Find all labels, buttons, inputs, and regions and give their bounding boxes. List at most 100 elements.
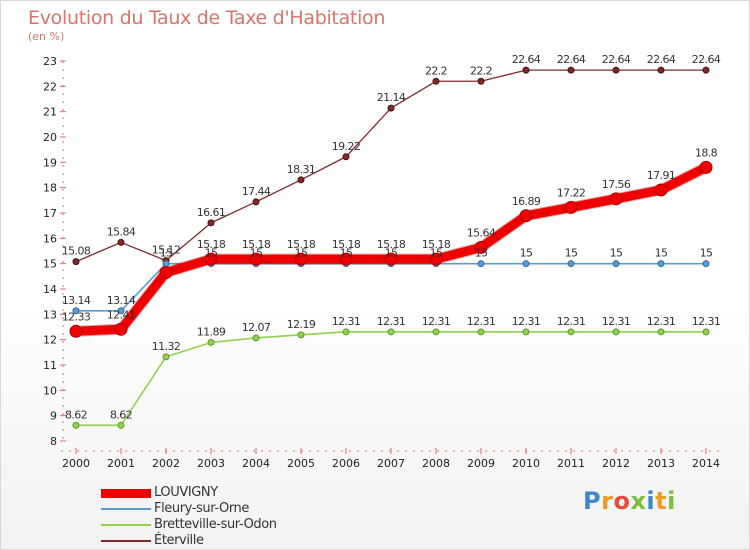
data-label-fleury-sur-orne: 15 bbox=[385, 247, 398, 260]
y-tick-label: 13 bbox=[43, 308, 57, 321]
data-point-eterville bbox=[702, 66, 710, 74]
data-point-bretteville-sur-odon bbox=[522, 328, 530, 336]
data-label-fleury-sur-orne: 15 bbox=[700, 247, 713, 260]
data-point-louvigny bbox=[249, 252, 263, 266]
y-tick-label: 22 bbox=[43, 80, 57, 93]
data-label-bretteville-sur-odon: 12.31 bbox=[647, 315, 676, 328]
data-point-eterville bbox=[432, 77, 440, 85]
data-label-louvigny: 15.18 bbox=[242, 238, 271, 251]
data-label-bretteville-sur-odon: 8.62 bbox=[110, 408, 132, 421]
data-point-louvigny bbox=[159, 266, 173, 280]
data-label-bretteville-sur-odon: 8.62 bbox=[65, 408, 87, 421]
data-point-bretteville-sur-odon bbox=[252, 334, 260, 342]
data-point-eterville bbox=[207, 219, 215, 227]
data-label-bretteville-sur-odon: 12.31 bbox=[557, 315, 586, 328]
y-tick-label: 18 bbox=[43, 182, 57, 195]
x-tick-label: 2005 bbox=[287, 457, 315, 470]
data-label-fleury-sur-orne: 15 bbox=[610, 247, 623, 260]
data-label-eterville: 21.14 bbox=[377, 91, 406, 104]
legend-label-fleury: Fleury-sur-Orne bbox=[154, 501, 249, 516]
legend-label-bretteville: Bretteville-sur-Odon bbox=[154, 517, 277, 532]
x-tick-label: 2007 bbox=[377, 457, 405, 470]
y-tick-label: 20 bbox=[43, 131, 57, 144]
data-point-eterville bbox=[387, 104, 395, 112]
data-label-louvigny: 18.8 bbox=[695, 146, 718, 159]
data-label-fleury-sur-orne: 15 bbox=[655, 247, 668, 260]
data-point-bretteville-sur-odon bbox=[567, 328, 575, 336]
y-tick-label: 11 bbox=[43, 359, 57, 372]
x-tick-label: 2014 bbox=[692, 457, 720, 470]
data-label-louvigny: 15.18 bbox=[332, 238, 361, 251]
data-point-bretteville-sur-odon bbox=[162, 353, 170, 361]
proxiti-logo: Proxiti bbox=[583, 487, 676, 515]
data-point-fleury-sur-orne bbox=[72, 307, 80, 315]
data-label-eterville: 15.84 bbox=[107, 225, 136, 238]
data-point-louvigny bbox=[384, 252, 398, 266]
data-label-fleury-sur-orne: 15 bbox=[160, 247, 173, 260]
data-label-louvigny: 12.41 bbox=[107, 308, 136, 321]
legend-label-eterville: Éterville bbox=[154, 533, 204, 548]
data-point-eterville bbox=[252, 198, 260, 206]
data-point-bretteville-sur-odon bbox=[432, 328, 440, 336]
data-point-fleury-sur-orne bbox=[702, 260, 710, 268]
data-point-louvigny bbox=[564, 200, 578, 214]
chart-title: Evolution du Taux de Taxe d'Habitation bbox=[28, 7, 386, 29]
y-tick-label: 12 bbox=[43, 334, 57, 347]
legend-swatch-fleury bbox=[101, 508, 151, 510]
legend-label-louvigny: LOUVIGNY bbox=[154, 485, 218, 500]
y-tick-label: 15 bbox=[43, 258, 57, 271]
data-label-eterville: 22.64 bbox=[602, 53, 631, 66]
data-point-louvigny bbox=[699, 160, 713, 174]
data-label-louvigny: 17.56 bbox=[602, 178, 631, 191]
logo-letter: o bbox=[613, 487, 631, 515]
data-label-eterville: 22.64 bbox=[692, 53, 721, 66]
x-tick-label: 2008 bbox=[422, 457, 450, 470]
data-label-eterville: 18.31 bbox=[287, 163, 316, 176]
data-point-eterville bbox=[657, 66, 665, 74]
y-tick-label: 8 bbox=[50, 435, 57, 448]
data-label-louvigny: 12.33 bbox=[62, 310, 91, 323]
data-label-bretteville-sur-odon: 12.31 bbox=[467, 315, 496, 328]
data-label-bretteville-sur-odon: 12.31 bbox=[512, 315, 541, 328]
data-point-fleury-sur-orne bbox=[477, 260, 485, 268]
data-point-louvigny bbox=[429, 252, 443, 266]
data-point-eterville bbox=[342, 153, 350, 161]
data-point-bretteville-sur-odon bbox=[702, 328, 710, 336]
data-label-louvigny: 15.18 bbox=[422, 238, 451, 251]
data-label-eterville: 22.2 bbox=[470, 64, 492, 77]
data-point-fleury-sur-orne bbox=[657, 260, 665, 268]
x-tick-label: 2004 bbox=[242, 457, 270, 470]
data-label-eterville: 22.2 bbox=[425, 64, 447, 77]
data-label-louvigny: 15.18 bbox=[197, 238, 226, 251]
data-label-bretteville-sur-odon: 12.07 bbox=[242, 321, 271, 334]
logo-letter: r bbox=[601, 487, 614, 515]
data-label-eterville: 17.44 bbox=[242, 185, 271, 198]
data-point-eterville bbox=[477, 77, 485, 85]
logo-letter: t bbox=[655, 487, 668, 515]
data-label-bretteville-sur-odon: 12.19 bbox=[287, 318, 316, 331]
y-tick-label: 17 bbox=[43, 207, 57, 220]
data-point-louvigny bbox=[654, 183, 668, 197]
legend-swatch-eterville bbox=[101, 540, 151, 542]
logo-letter: P bbox=[583, 487, 602, 515]
data-point-fleury-sur-orne bbox=[567, 260, 575, 268]
data-label-fleury-sur-orne: 13.14 bbox=[62, 294, 91, 307]
data-label-louvigny: 15.64 bbox=[467, 226, 496, 239]
data-point-louvigny bbox=[474, 240, 488, 254]
data-label-fleury-sur-orne: 15 bbox=[565, 247, 578, 260]
y-tick-label: 23 bbox=[43, 55, 57, 68]
legend-swatch-louvigny bbox=[101, 489, 151, 498]
data-label-louvigny: 16.89 bbox=[512, 195, 541, 208]
data-label-eterville: 22.64 bbox=[647, 53, 676, 66]
data-point-bretteville-sur-odon bbox=[342, 328, 350, 336]
x-tick-label: 2010 bbox=[512, 457, 540, 470]
data-point-bretteville-sur-odon bbox=[72, 421, 80, 429]
data-point-bretteville-sur-odon bbox=[477, 328, 485, 336]
data-label-bretteville-sur-odon: 11.89 bbox=[197, 325, 226, 338]
legend-swatch-bretteville bbox=[101, 524, 151, 526]
x-tick-label: 2006 bbox=[332, 457, 360, 470]
data-label-louvigny: 17.91 bbox=[647, 169, 676, 182]
x-tick-label: 2001 bbox=[107, 457, 135, 470]
